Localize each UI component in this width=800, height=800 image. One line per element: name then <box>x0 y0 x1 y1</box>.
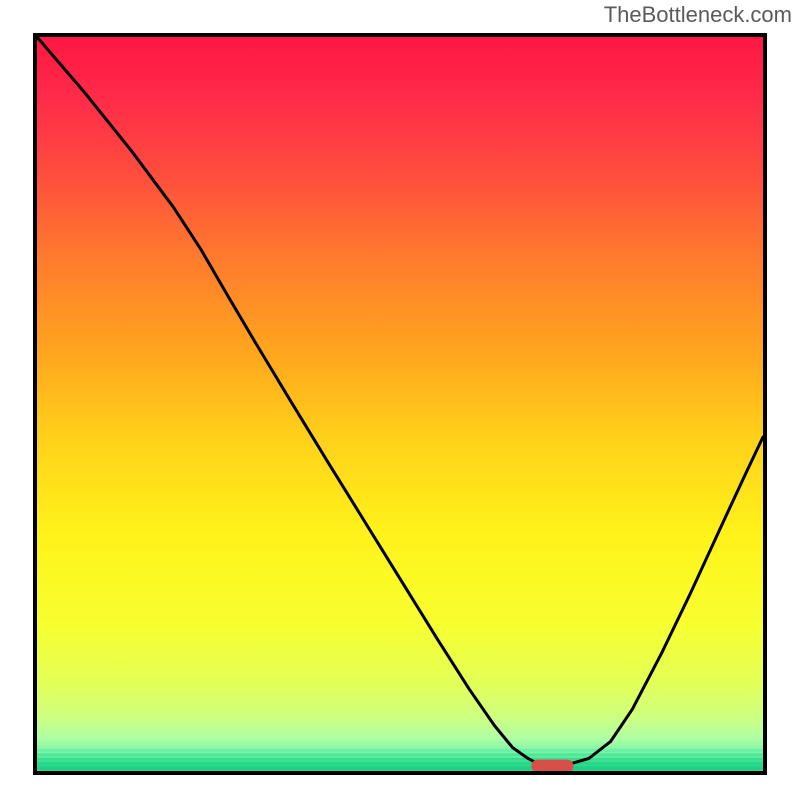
optimal-marker <box>531 760 573 773</box>
plot-background <box>37 37 763 771</box>
watermark-text: TheBottleneck.com <box>604 2 792 28</box>
bottleneck-chart <box>0 0 800 800</box>
